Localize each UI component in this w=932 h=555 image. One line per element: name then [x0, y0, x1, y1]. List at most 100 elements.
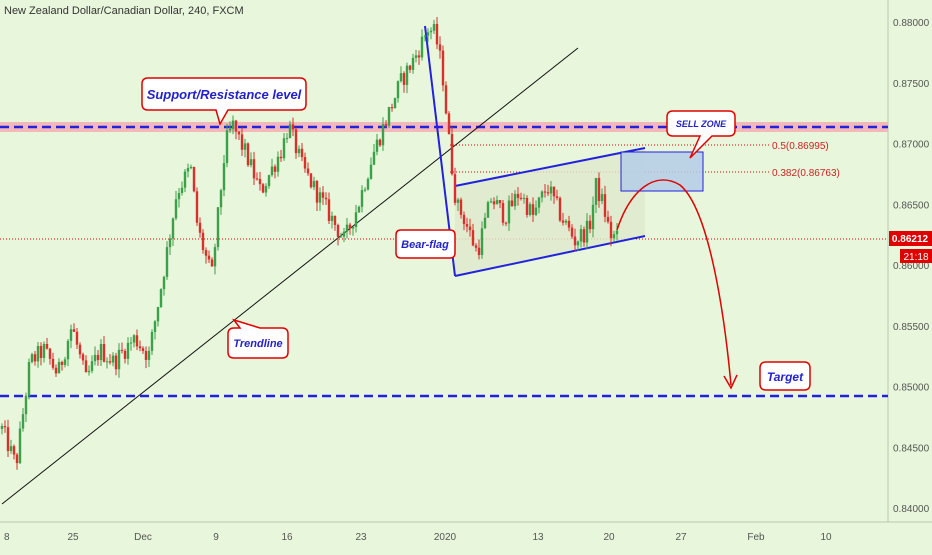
- candle-body: [498, 200, 502, 204]
- candle-body: [591, 204, 595, 230]
- time-tick-label: 9: [213, 532, 219, 543]
- candle-body: [546, 192, 550, 194]
- candle-body: [324, 197, 328, 200]
- candle-body: [477, 247, 481, 256]
- time-tick-label: 20: [603, 532, 615, 543]
- candle-body: [240, 134, 244, 150]
- candle-body: [204, 250, 208, 256]
- candle-body: [492, 201, 496, 205]
- candle-body: [30, 354, 34, 363]
- candle-body: [210, 259, 214, 267]
- candle-body: [516, 193, 520, 198]
- current-price-tag-label: 0.86212: [892, 234, 929, 245]
- price-tick-label: 0.88000: [893, 18, 930, 29]
- candle-body: [228, 128, 232, 131]
- candle-body: [336, 224, 340, 237]
- candle-body: [303, 157, 307, 169]
- time-tick-label: 27: [675, 532, 687, 543]
- candle-body: [105, 361, 109, 363]
- bear-flag-channel-fill: [455, 148, 645, 276]
- candle-body: [141, 348, 145, 352]
- candle-body: [483, 217, 487, 229]
- price-axis: 0.88000 0.87500 0.87000 0.86500 0.86000 0.855…: [893, 18, 930, 515]
- resistance-band: [0, 122, 888, 132]
- candle-body: [0, 426, 4, 430]
- candle-body: [225, 130, 229, 164]
- price-tick-label: 0.87000: [893, 140, 930, 151]
- candle-body: [219, 190, 223, 208]
- candle-body: [168, 238, 172, 248]
- candle-body: [159, 289, 163, 307]
- candle-body: [513, 193, 517, 207]
- candle-body: [177, 192, 181, 200]
- candle-body: [480, 228, 484, 256]
- candle-body: [537, 197, 541, 208]
- candle-body: [198, 222, 202, 233]
- candle-body: [510, 200, 514, 207]
- price-tick-label: 0.85500: [893, 322, 930, 333]
- candle-body: [381, 124, 385, 146]
- candle-body: [606, 216, 610, 222]
- candle-body: [558, 197, 562, 221]
- candle-body: [345, 224, 349, 232]
- candle-body: [504, 222, 508, 224]
- candles-group: [0, 17, 619, 470]
- candle-body: [369, 164, 373, 179]
- fib-level-05-label: 0.5(0.86995): [772, 141, 829, 152]
- time-tick-label: Feb: [747, 532, 765, 543]
- candle-body: [9, 446, 13, 452]
- candle-body: [174, 199, 178, 219]
- bear-flag-lower-line: [454, 235, 646, 277]
- candle-body: [276, 156, 280, 172]
- candle-body: [285, 138, 289, 140]
- trendline: [1, 47, 579, 505]
- candle-body: [123, 350, 127, 359]
- time-tick-label: Dec: [134, 532, 152, 543]
- candle-body: [408, 65, 412, 70]
- candle-body: [33, 354, 37, 362]
- candle-body: [120, 349, 124, 351]
- candle-body: [582, 229, 586, 243]
- candle-body: [36, 346, 40, 362]
- candle-body: [360, 190, 364, 207]
- candle-body: [156, 306, 160, 322]
- candle-body: [162, 276, 166, 290]
- candle-body: [150, 331, 154, 351]
- candle-body: [165, 247, 169, 277]
- candle-body: [522, 197, 526, 199]
- candle-body: [453, 174, 457, 203]
- candle-body: [60, 361, 64, 365]
- candle-body: [321, 192, 325, 198]
- sell-zone-label: SELL ZONE: [676, 119, 727, 129]
- candle-body: [255, 178, 259, 180]
- candle-body: [540, 191, 544, 198]
- candle-body: [354, 212, 358, 227]
- candle-body: [348, 224, 352, 229]
- candle-body: [96, 354, 100, 361]
- candle-body: [42, 343, 46, 358]
- candle-body: [222, 163, 226, 191]
- candle-body: [126, 342, 130, 359]
- candle-body: [372, 151, 376, 165]
- candle-body: [600, 194, 604, 202]
- candle-body: [474, 245, 478, 248]
- candle-body: [609, 221, 613, 239]
- candle-body: [366, 178, 370, 190]
- candle-body: [543, 191, 547, 193]
- candle-body: [435, 24, 439, 45]
- candle-body: [111, 355, 115, 363]
- candle-body: [78, 344, 82, 355]
- countdown-tag: [900, 249, 932, 263]
- bear-flag-upper-line: [454, 147, 646, 187]
- candle-body: [186, 168, 190, 172]
- trendline-label: Trendline: [233, 338, 282, 350]
- candle-body: [261, 184, 265, 193]
- time-tick-label: 25: [67, 532, 79, 543]
- candle-body: [192, 166, 196, 192]
- candle-body: [300, 148, 304, 158]
- candle-body: [273, 166, 277, 172]
- candle-body: [420, 36, 424, 58]
- candle-body: [171, 218, 175, 239]
- candle-body: [342, 231, 346, 237]
